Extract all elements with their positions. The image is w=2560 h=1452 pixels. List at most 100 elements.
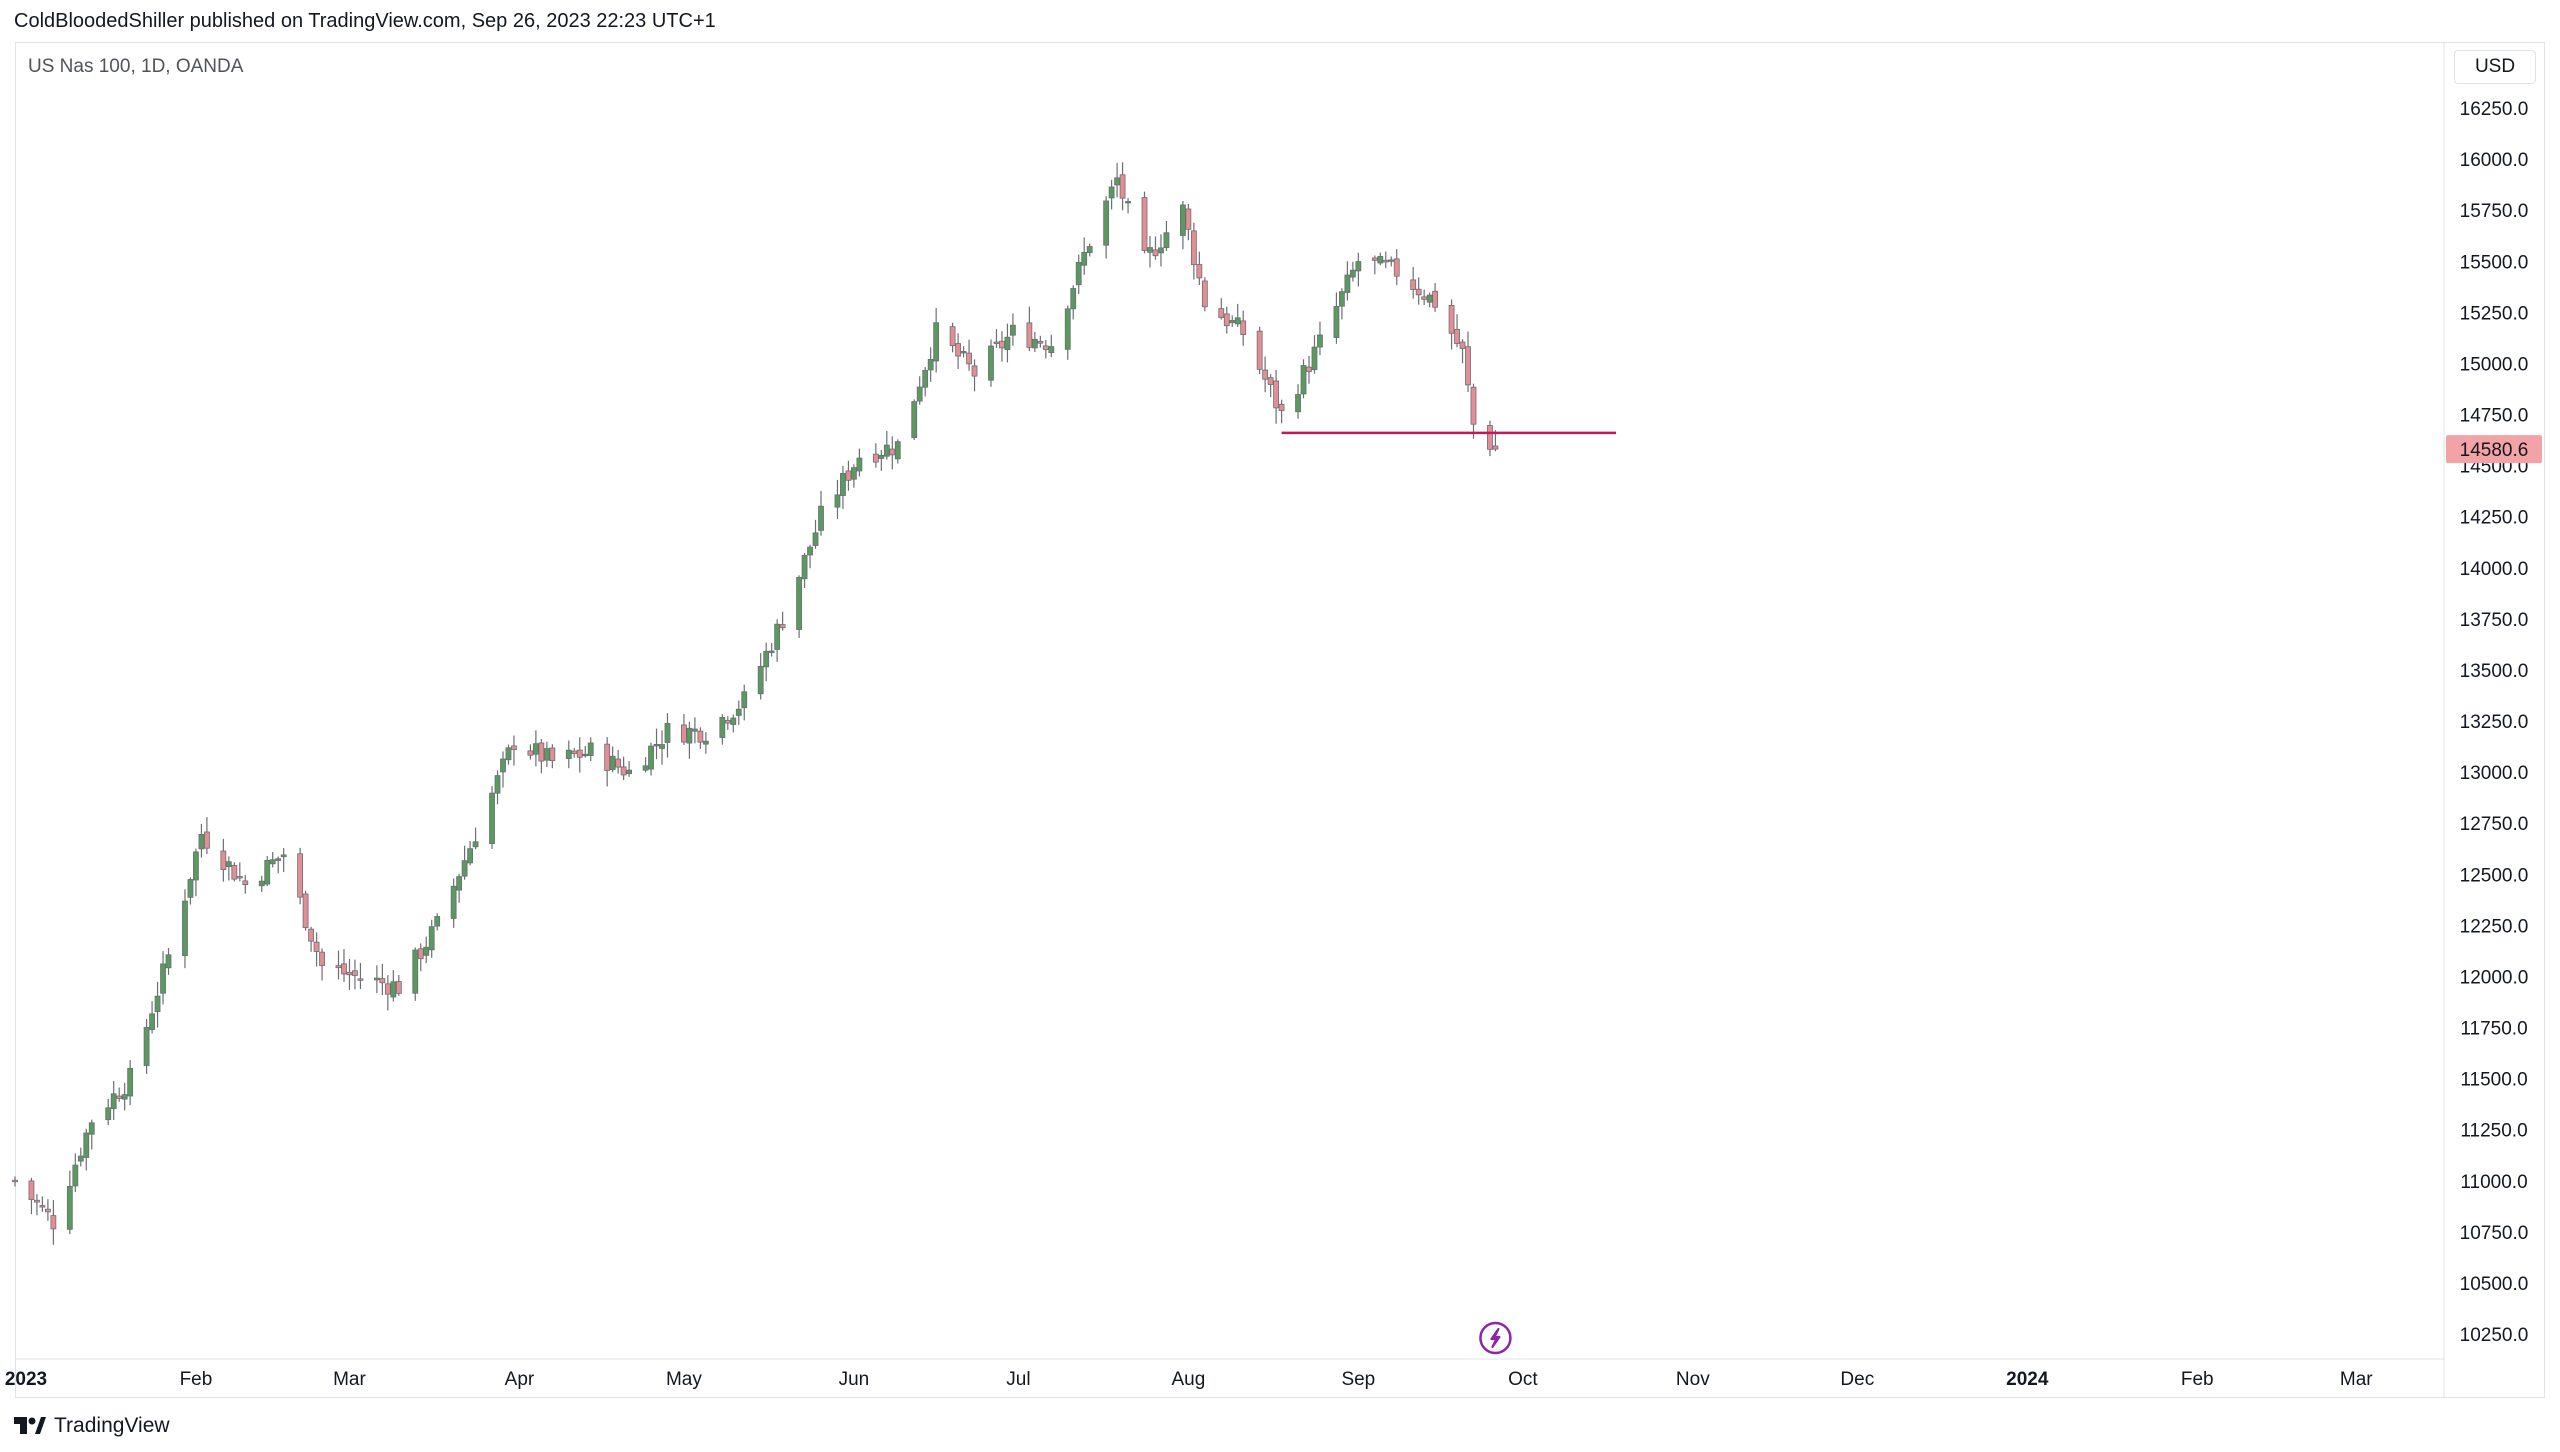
time-tick-label: Feb <box>2181 1369 2214 1390</box>
candle-body-up <box>702 740 709 745</box>
tradingview-brand[interactable]: TradingView <box>14 1414 170 1438</box>
candle-body-down <box>1273 380 1280 409</box>
candle-body-down <box>538 742 545 762</box>
candle <box>955 333 961 370</box>
candle <box>1426 292 1433 308</box>
candle <box>423 936 430 964</box>
candle-body-up <box>461 860 468 877</box>
candle-body-up <box>1349 269 1356 278</box>
candle <box>456 873 463 903</box>
candle-body-down <box>1037 340 1044 344</box>
price-tick-label: 15250.0 <box>2460 303 2529 324</box>
candle-body-down <box>1190 230 1197 266</box>
time-tick-label: May <box>666 1369 702 1390</box>
candle-body-down <box>34 1199 40 1203</box>
candle <box>182 889 188 969</box>
currency-button[interactable]: USD <box>2454 50 2536 84</box>
candle <box>39 1196 46 1212</box>
candle <box>878 449 885 471</box>
candle <box>77 1147 84 1167</box>
candle-body-up <box>741 691 748 709</box>
price-tick-label: 10750.0 <box>2460 1223 2529 1244</box>
candle-body-up <box>121 1094 128 1100</box>
candle-body-up <box>390 981 397 998</box>
last-price-label: 14580.6 <box>2460 440 2529 461</box>
candle <box>1256 326 1263 375</box>
candle <box>143 1018 150 1074</box>
candle-body-up <box>796 576 802 630</box>
candle-body-down <box>1185 208 1192 230</box>
candle-body-down <box>28 1180 35 1200</box>
candle <box>50 1200 57 1245</box>
candle-body-down <box>1119 174 1126 199</box>
candle <box>149 1001 155 1034</box>
candle-body-up <box>280 854 287 858</box>
candle-body-down <box>620 766 627 776</box>
candle-body-up <box>587 742 594 756</box>
candle <box>1075 254 1082 294</box>
candle-body-up <box>72 1164 79 1187</box>
candle-body-down <box>1487 425 1493 450</box>
candle <box>659 730 665 765</box>
candle <box>472 827 479 850</box>
candle <box>1201 277 1208 312</box>
candle-body-up <box>532 743 539 755</box>
candle-body-down <box>527 750 534 756</box>
candle <box>741 684 748 721</box>
candle <box>1042 339 1049 359</box>
candle-body-down <box>242 880 249 886</box>
candle-body-up <box>225 861 232 867</box>
candle-body-up <box>165 954 172 969</box>
candle-body-up <box>1388 259 1395 262</box>
candle <box>1333 292 1340 344</box>
candle-body-up <box>450 885 457 919</box>
candle <box>275 856 282 874</box>
candle-body-down <box>1141 197 1148 251</box>
candle <box>357 962 364 990</box>
price-tick-label: 14750.0 <box>2460 406 2529 427</box>
candle-body-up <box>489 792 495 844</box>
candle <box>971 359 978 392</box>
price-tick-label: 10250.0 <box>2460 1325 2529 1346</box>
candle-body-down <box>313 941 320 952</box>
candle-body-up <box>960 351 967 354</box>
candle <box>889 436 896 470</box>
candle-body-up <box>1229 320 1236 324</box>
price-tick-label: 13250.0 <box>2460 712 2529 733</box>
lightning-icon[interactable] <box>1479 1321 1512 1355</box>
candle-body-down <box>417 948 424 960</box>
candle <box>187 877 194 905</box>
candle <box>911 399 918 440</box>
candle-body-up <box>774 623 781 650</box>
candle <box>116 1087 123 1102</box>
candle <box>735 700 742 725</box>
candle-body-up <box>275 858 282 861</box>
price-tick-label: 10500.0 <box>2460 1274 2529 1295</box>
candle-body-up <box>988 345 994 381</box>
candle-body-up <box>763 650 770 668</box>
candle <box>154 981 161 1028</box>
candle <box>242 874 249 894</box>
candle <box>681 714 687 745</box>
candle <box>1234 303 1241 327</box>
candle <box>543 741 550 768</box>
candle <box>582 745 589 758</box>
candle-body-up <box>269 859 276 865</box>
candle-body-up <box>187 879 194 898</box>
candle <box>1081 237 1088 275</box>
chart-pane[interactable] <box>15 42 2545 1398</box>
candle-body-up <box>467 848 473 864</box>
time-tick-label: Jun <box>839 1369 870 1390</box>
candle-body-up <box>143 1027 150 1066</box>
candle-body-up <box>494 775 501 794</box>
publisher-line: ColdBloodedShiller published on TradingV… <box>14 10 716 32</box>
candle-body-up <box>851 467 857 480</box>
candle <box>1004 323 1011 363</box>
candle <box>1158 234 1164 267</box>
candle <box>1163 220 1170 252</box>
candle-body-up <box>258 880 265 887</box>
candle-body-up <box>768 650 775 653</box>
candle-body-up <box>894 441 901 460</box>
candle <box>988 339 994 387</box>
